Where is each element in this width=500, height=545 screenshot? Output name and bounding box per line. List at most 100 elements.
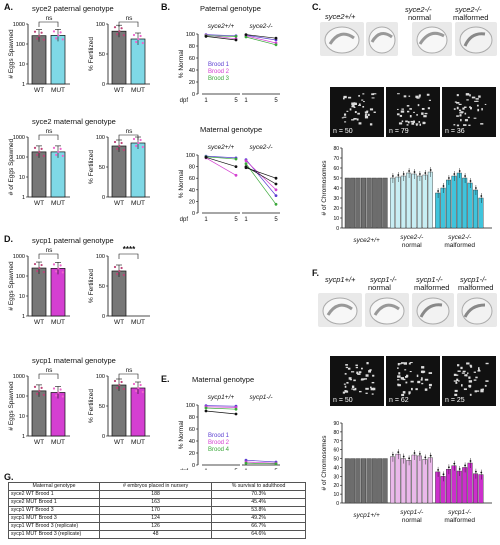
label-syce2-mut-malformed: malformed [453,13,489,22]
y-tick-label: 1000 [13,254,25,260]
data-point [139,34,142,38]
chromosome-blob [409,115,412,118]
chromosome-bar [462,467,468,504]
x-tick-label: 5 [274,98,278,104]
y-tick-label: 0 [192,463,195,469]
legend-entry-2: Brood 4 [208,447,230,453]
chromosome-blob [477,367,480,370]
chromosome-blob [417,380,421,384]
series-line [245,36,277,46]
legend-entry-0: Brood 1 [208,433,230,439]
y-tick-label: 60 [189,427,195,433]
data-point [402,173,405,175]
y-tick-label: 70 [333,439,339,445]
y-tick-label: 100 [96,22,105,28]
y-tick-label: 1 [22,82,25,88]
data-point [118,144,121,148]
bar-wt [111,384,127,437]
chromosome-blob [421,366,425,369]
x-label-wt: sycp1+/+ [353,512,380,519]
chromosome-bar [355,458,361,504]
x-label-wt: WT [114,200,124,207]
series-line [205,157,237,176]
chromosome-blob [361,99,364,101]
table-cell: 126 [98,522,213,531]
series-line [205,407,237,410]
chromosome-blob [485,380,489,382]
chromosome-bar [422,459,428,504]
series-point [244,461,248,465]
chromosome-blob [416,374,419,378]
chromosome-bar [435,471,441,504]
significance-label: ns [46,15,54,22]
chromosome-blob [353,118,357,120]
y-axis-label: % Normal [178,169,185,198]
data-point [36,37,39,40]
chromosome-blob [403,95,407,98]
chromosome-blob [464,112,467,115]
bar-wt [111,30,127,85]
y-tick-label: 50 [99,404,105,410]
chromosome-blob [353,102,357,106]
chromosome-blob [456,378,459,382]
chromosome-bar [440,187,446,229]
x-label-mut: MUT [131,87,145,94]
chromosome-blob [469,106,471,109]
data-point [141,390,144,394]
chromosome-blob [424,378,429,381]
y-axis-label: % Normal [178,49,185,78]
data-point [475,470,477,473]
chromosome-blob [484,103,487,105]
panel-d-title-top: sycp1 paternal genotype [32,236,114,245]
chromosome-bar [344,177,350,229]
significance-label: ns [46,247,54,254]
chromosome-blob [408,391,411,394]
chromosome-blob [421,112,424,115]
chromosome-blob [360,379,364,381]
chromosome-blob [358,371,362,374]
x-tick-label: 1 [244,98,248,104]
chromosome-bar [361,458,367,504]
chromosome-blob [458,380,460,382]
data-point [33,146,37,149]
chromosome-blob [345,366,349,369]
data-point [57,150,60,153]
chromosome-blob [473,379,477,381]
data-point [458,170,461,172]
data-point [61,395,64,398]
table-cell: 53.8% [211,506,306,515]
chromosome-bar [427,457,433,504]
significance-bracket [118,253,139,259]
spread-count-syce2-wt: n = 50 [333,128,353,135]
spread-count-syce2-mut-normal: n = 79 [389,128,409,135]
bar-mut [130,142,146,198]
panel-b-title-bottom: Maternal genotype [200,125,263,134]
chromosome-bar [440,476,446,504]
significance-bracket [118,21,139,27]
chromosome-blob [371,393,374,395]
data-point [429,454,432,457]
y-tick-label: 40 [189,439,195,445]
table-cell: sycp1 WT Brood 3 [8,506,100,515]
chromosome-blob [356,371,359,374]
y-axis-label: % Fertilized [88,150,95,184]
chromosome-blob [418,121,421,123]
legend-entry-2: Brood 3 [208,76,230,82]
y-tick-label: 100 [96,374,105,380]
chromosome-blob [357,112,360,115]
chromosome-blob [369,108,374,111]
data-point [57,267,60,270]
chromosome-blob [403,362,408,365]
y-tick-label: 0 [102,195,105,201]
chromosome-blob [369,123,373,126]
series-point [204,155,208,159]
chromosome-blob [469,393,472,396]
data-point [453,173,456,175]
bar-mut [50,151,66,198]
data-point [113,265,117,269]
chromosome-blob [466,99,469,101]
data-point [52,387,56,390]
chromosome-blob [424,388,428,391]
spread-count-sycp1-mut-normal: n = 62 [389,397,409,404]
y-tick-label: 100 [186,403,195,409]
